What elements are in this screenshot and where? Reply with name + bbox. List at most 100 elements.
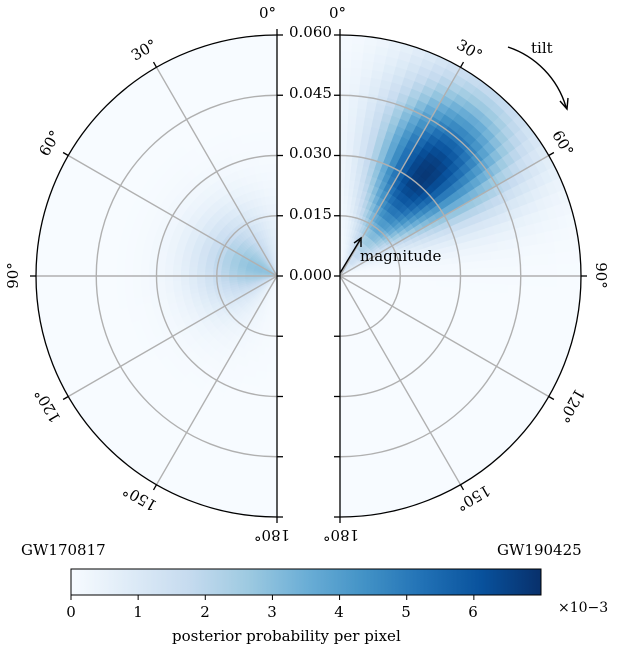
heatmap-cell — [492, 267, 501, 277]
heatmap-cell — [467, 261, 477, 270]
heatmap-cell — [268, 420, 278, 429]
heatmap-cell — [350, 67, 363, 77]
heatmap-cell — [259, 435, 269, 445]
heatmap-cell — [107, 275, 117, 286]
heatmap-cell — [339, 131, 348, 140]
heatmap-cell — [267, 98, 278, 108]
heatmap-cell — [268, 115, 278, 124]
heatmap-cell — [264, 500, 278, 510]
colorbar-multiplier: ×10−3 — [558, 600, 609, 616]
heatmap-cell — [107, 266, 117, 277]
heatmap-cell — [260, 123, 270, 133]
heatmap-cell — [355, 426, 366, 437]
heatmap-cell — [499, 258, 509, 268]
heatmap-cell — [346, 403, 355, 413]
radial-tick-label: 0.000 — [289, 266, 332, 284]
heatmap-cell — [556, 263, 566, 277]
heatmap-cell — [164, 263, 174, 271]
heatmap-cell — [435, 275, 445, 282]
heatmap-cell — [262, 139, 271, 149]
heatmap-cell — [452, 269, 461, 277]
heatmap-cell — [164, 269, 174, 277]
heatmap-cell — [339, 379, 347, 389]
heatmap-cell — [411, 267, 421, 273]
heatmap-cell — [108, 249, 119, 260]
heatmap-cell — [258, 99, 269, 109]
heatmap-cell — [357, 99, 368, 110]
heatmap-cell — [148, 281, 158, 290]
heatmap-cell — [100, 257, 110, 268]
colorbar-tick-label: 1 — [133, 603, 143, 621]
heatmap-cell — [339, 492, 353, 502]
heatmap-cell — [524, 265, 534, 277]
heatmap-cell — [267, 444, 278, 454]
heatmap-cell — [83, 265, 93, 277]
heatmap-cell — [357, 442, 368, 453]
heatmap-cell — [67, 275, 77, 288]
heatmap-cell — [339, 436, 350, 446]
heatmap-cell — [349, 467, 362, 477]
radial-tick-label: 0.045 — [289, 84, 332, 102]
heatmap-cell — [339, 139, 348, 148]
heatmap-cell — [348, 99, 359, 109]
heatmap-cell — [264, 379, 272, 389]
heatmap-cell — [443, 269, 453, 277]
heatmap-cell — [267, 355, 274, 365]
heatmap-cell — [132, 282, 142, 292]
heatmap-cell — [172, 264, 182, 272]
heatmap-cell — [156, 263, 166, 271]
heatmap-cell — [564, 275, 574, 289]
heatmap-cell — [35, 275, 45, 289]
heatmap-cell — [459, 281, 469, 290]
heatmap-cell — [435, 270, 445, 277]
heatmap-cell — [265, 66, 278, 76]
panel-gw190425 — [339, 29, 587, 523]
heatmap-cell — [346, 411, 356, 421]
heatmap-cell — [498, 249, 509, 260]
heatmap-cell — [264, 492, 278, 502]
heatmap-cell — [253, 483, 267, 493]
heatmap-cell — [140, 254, 151, 263]
heatmap-cell — [116, 258, 126, 269]
heatmap-cell — [132, 253, 143, 263]
heatmap-cell — [259, 427, 270, 437]
heatmap-cell — [491, 258, 501, 269]
heatmap-cell — [339, 355, 345, 365]
heatmap-cell — [344, 363, 351, 373]
heatmap-cell — [269, 396, 278, 405]
heatmap-cell — [339, 476, 352, 486]
heatmap-cell — [476, 268, 485, 277]
heatmap-cell — [124, 283, 134, 293]
heatmap-cell — [466, 254, 477, 263]
heatmap-cell — [532, 275, 542, 287]
tilt-tick-left: 0° — [259, 4, 277, 22]
heatmap-cell — [483, 259, 493, 269]
heatmap-cell — [148, 262, 158, 271]
grid-spoke — [339, 275, 462, 486]
heatmap-cell — [254, 67, 267, 77]
heatmap-cell — [345, 395, 354, 405]
heatmap-cell — [255, 402, 264, 413]
heatmap-cell — [492, 275, 501, 285]
heatmap-cell — [339, 484, 352, 494]
heatmap-cell — [564, 263, 574, 277]
heatmap-cell — [252, 43, 266, 53]
heatmap-cell — [267, 106, 278, 116]
heatmap-cell — [482, 251, 493, 262]
heatmap-cell — [419, 266, 429, 273]
heatmap-cell — [523, 285, 533, 297]
heatmap-cell — [344, 371, 352, 381]
heatmap-cell — [476, 275, 485, 284]
radial-tick-label: 0.015 — [289, 205, 332, 223]
heatmap-cell — [164, 275, 174, 283]
heatmap-cell — [490, 250, 501, 261]
heatmap-cell — [347, 123, 357, 133]
heatmap-cell — [264, 50, 278, 60]
heatmap-cell — [59, 264, 69, 277]
heatmap-cell — [339, 388, 347, 397]
heatmap-cell — [339, 50, 353, 60]
heatmap-cell — [339, 468, 351, 478]
heatmap-cell — [99, 266, 109, 277]
heatmap-cell — [264, 42, 278, 52]
